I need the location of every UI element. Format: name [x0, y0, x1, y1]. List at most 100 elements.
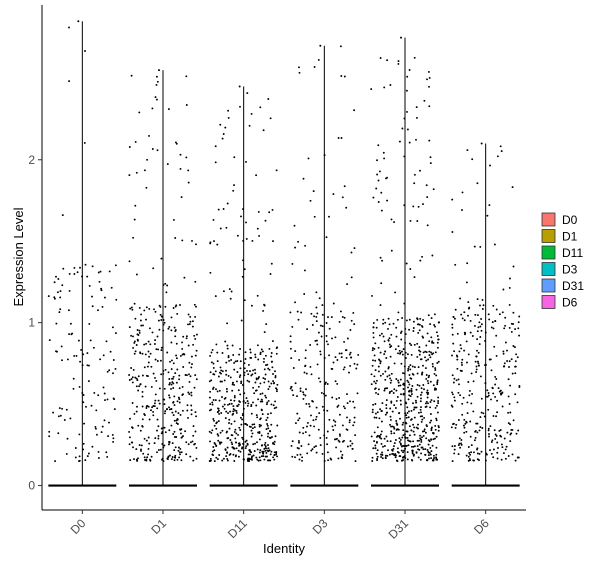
point: [162, 446, 165, 449]
point: [405, 416, 408, 419]
point: [138, 444, 141, 447]
point: [185, 337, 188, 340]
point: [297, 240, 300, 243]
point: [257, 398, 260, 401]
point: [376, 449, 379, 452]
point: [415, 401, 418, 404]
point: [453, 377, 456, 380]
point: [162, 284, 165, 286]
point: [154, 399, 157, 402]
point: [416, 383, 419, 386]
point: [474, 436, 477, 439]
point: [180, 428, 183, 431]
point: [238, 85, 241, 88]
point: [157, 399, 160, 402]
point: [247, 402, 250, 405]
point: [374, 388, 376, 390]
point: [490, 326, 493, 329]
point: [160, 257, 163, 260]
point: [61, 284, 64, 287]
point: [319, 353, 322, 356]
point: [58, 407, 61, 410]
point: [412, 440, 415, 443]
point: [233, 460, 236, 462]
point: [227, 374, 230, 377]
point: [372, 322, 375, 324]
point: [163, 403, 166, 406]
point: [225, 369, 227, 372]
point: [131, 402, 134, 404]
point: [299, 387, 302, 390]
point: [418, 346, 421, 349]
point: [195, 378, 198, 381]
point: [393, 362, 396, 365]
point: [211, 401, 214, 404]
point: [235, 409, 238, 412]
point: [302, 391, 305, 394]
point: [502, 288, 505, 291]
point: [349, 351, 352, 354]
point: [429, 446, 432, 449]
point: [245, 221, 247, 224]
point: [413, 426, 416, 429]
point: [458, 350, 461, 353]
point: [405, 319, 408, 322]
point: [153, 308, 155, 311]
point: [167, 327, 170, 330]
point: [131, 441, 134, 444]
point: [466, 361, 468, 364]
point: [272, 382, 275, 385]
point: [376, 457, 379, 460]
point: [375, 187, 378, 190]
point: [55, 322, 58, 325]
point: [273, 458, 276, 461]
point: [380, 332, 383, 335]
point: [464, 333, 466, 336]
point: [390, 401, 393, 404]
point: [338, 397, 341, 399]
point: [114, 332, 117, 335]
point: [479, 336, 482, 338]
point: [427, 70, 430, 73]
point: [426, 425, 428, 428]
point: [509, 423, 512, 426]
point: [500, 443, 503, 446]
point: [374, 359, 377, 362]
point: [246, 369, 248, 372]
point: [131, 426, 133, 429]
point: [451, 354, 453, 357]
point: [409, 395, 412, 398]
point: [249, 351, 252, 354]
point: [388, 374, 391, 377]
point: [240, 423, 243, 426]
point: [145, 342, 148, 345]
point: [297, 318, 300, 321]
point: [229, 439, 232, 441]
point: [304, 349, 307, 352]
point: [233, 383, 236, 386]
point: [166, 458, 169, 461]
point: [412, 408, 415, 411]
point: [466, 262, 469, 265]
point: [152, 267, 155, 270]
point: [352, 311, 355, 314]
point: [410, 389, 413, 392]
point: [416, 395, 419, 398]
point: [111, 326, 114, 329]
point: [157, 449, 160, 451]
point: [372, 447, 375, 450]
point: [492, 304, 495, 307]
point: [296, 446, 299, 449]
point: [162, 319, 165, 321]
point: [307, 157, 310, 160]
point: [276, 383, 279, 386]
point: [161, 443, 164, 445]
point: [309, 365, 312, 368]
point: [135, 171, 138, 174]
point: [420, 420, 423, 423]
point: [476, 349, 478, 352]
point: [435, 387, 437, 390]
point: [437, 400, 440, 402]
point: [435, 457, 438, 460]
point: [321, 405, 324, 408]
